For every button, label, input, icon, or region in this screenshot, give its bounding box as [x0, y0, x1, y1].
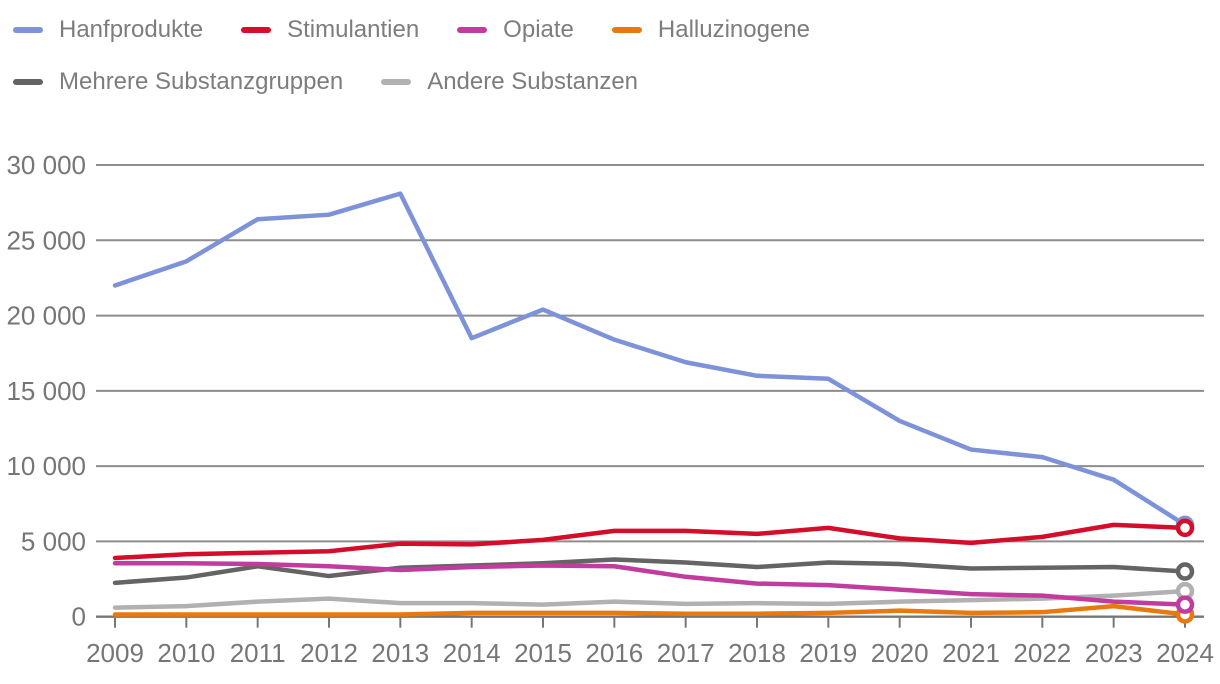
y-axis-tick-label: 25 000 — [6, 225, 86, 255]
series-line-mehrere-substanzgruppen — [112, 557, 1188, 586]
x-axis-tick-label: 2024 — [1156, 638, 1214, 668]
y-axis-tick-label: 0 — [72, 602, 86, 632]
legend-swatch-icon — [13, 26, 43, 33]
x-axis-tick-label: 2022 — [1013, 638, 1071, 668]
x-axis-tick-label: 2012 — [300, 638, 358, 668]
x-axis-tick-label: 2021 — [942, 638, 1000, 668]
legend-row-1: Hanfprodukte Stimulantien Opiate Halluzinog… — [13, 14, 1220, 45]
x-axis-tick-label: 2013 — [371, 638, 429, 668]
x-axis-tick-label: 2019 — [799, 638, 857, 668]
series-line-andere-substanzen — [112, 588, 1188, 610]
legend-item-mehrere-substanzgruppen: Mehrere Substanzgruppen — [13, 66, 343, 97]
legend-item-hanfprodukte: Hanfprodukte — [13, 14, 203, 45]
x-axis-tick-label: 2017 — [657, 638, 715, 668]
legend-label: Stimulantien — [287, 16, 420, 43]
x-axis-tick-label: 2015 — [514, 638, 572, 668]
legend-label: Andere Substanzen — [427, 68, 639, 95]
legend-swatch-icon — [241, 26, 272, 33]
legend-label: Hanfprodukte — [59, 16, 204, 43]
y-axis-tick-label: 10 000 — [6, 451, 86, 481]
x-axis-tick-label: 2014 — [443, 638, 501, 668]
legend-swatch-icon — [457, 26, 488, 33]
x-axis-tick-label: 2010 — [157, 638, 215, 668]
chart-legend: Hanfprodukte Stimulantien Opiate Halluzinog… — [13, 14, 1220, 118]
legend-item-andere-substanzen: Andere Substanzen — [381, 66, 638, 97]
legend-swatch-icon — [611, 26, 642, 33]
legend-label: Halluzinogene — [657, 16, 810, 43]
y-axis-tick-label: 15 000 — [6, 376, 86, 406]
series-endpoint-ring-stimulantien — [1175, 518, 1195, 538]
legend-item-halluzinogene: Halluzinogene — [611, 14, 810, 45]
x-axis-tick-label: 2023 — [1085, 638, 1143, 668]
y-axis-tick-label: 5 000 — [21, 526, 86, 556]
x-axis-tick-label: 2018 — [728, 638, 786, 668]
x-axis-tick-label: 2009 — [86, 638, 144, 668]
legend-label: Opiate — [503, 16, 574, 43]
y-axis-tick-label: 20 000 — [6, 301, 86, 331]
x-axis-tick-label: 2016 — [585, 638, 643, 668]
legend-label: Mehrere Substanzgruppen — [59, 68, 344, 95]
series-line-halluzinogene — [112, 603, 1188, 617]
x-axis-tick-label: 2020 — [871, 638, 929, 668]
series-line-opiate — [112, 560, 1188, 607]
legend-item-stimulantien: Stimulantien — [241, 14, 419, 45]
series-line-stimulantien — [112, 522, 1188, 561]
x-axis-tick-label: 2011 — [230, 638, 286, 668]
series-endpoint-ring-opiate — [1175, 595, 1195, 614]
series-line-hanfprodukte — [112, 191, 1188, 528]
y-axis-tick-label: 30 000 — [6, 150, 86, 180]
legend-item-opiate: Opiate — [457, 14, 574, 45]
series-endpoint-ring-mehrere-substanzgruppen — [1175, 562, 1195, 581]
legend-swatch-icon — [13, 78, 43, 85]
legend-row-2: Mehrere Substanzgruppen Andere Substanzen — [13, 66, 1220, 97]
legend-swatch-icon — [381, 78, 412, 85]
